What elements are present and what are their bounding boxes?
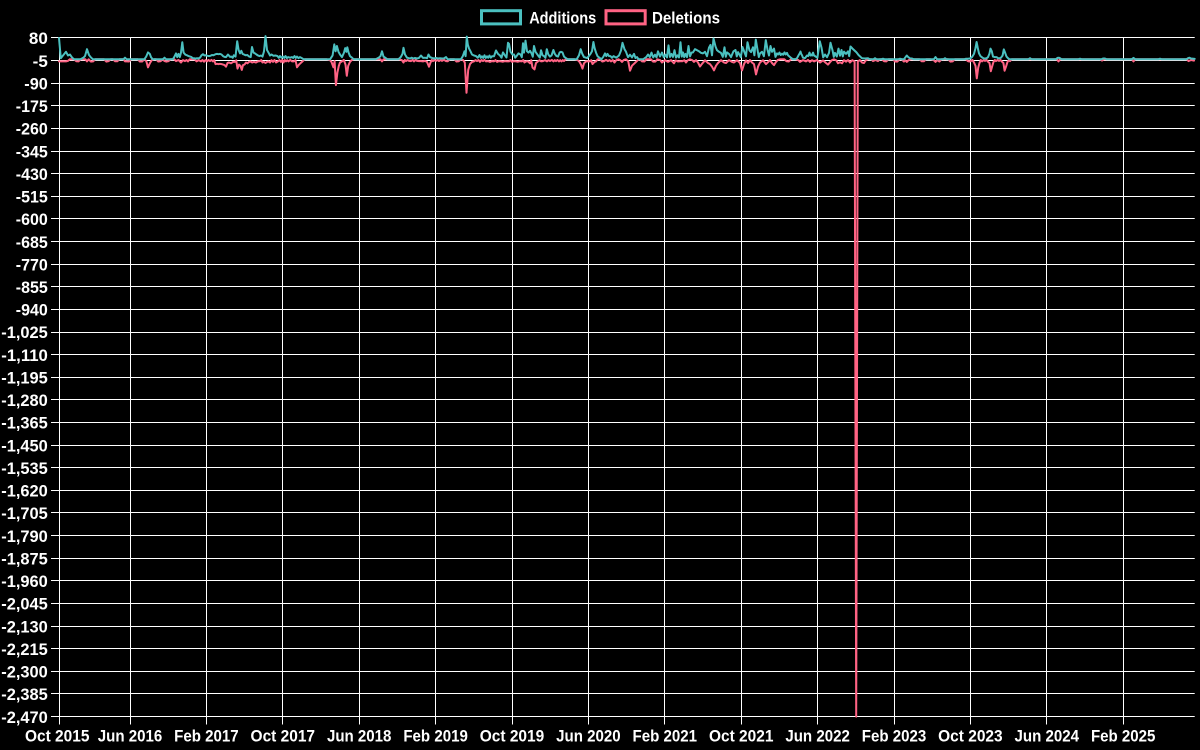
svg-text:-1,875: -1,875 — [1, 549, 48, 568]
svg-text:-1,960: -1,960 — [1, 572, 48, 591]
svg-text:-2,385: -2,385 — [1, 685, 48, 704]
svg-text:-1,365: -1,365 — [1, 414, 48, 433]
svg-text:Feb 2023: Feb 2023 — [862, 727, 927, 746]
svg-text:-1,025: -1,025 — [1, 323, 48, 342]
svg-text:-1,450: -1,450 — [1, 436, 48, 455]
svg-text:-1,620: -1,620 — [1, 482, 48, 501]
svg-text:-175: -175 — [16, 97, 48, 116]
svg-text:-1,705: -1,705 — [1, 504, 48, 523]
svg-text:Feb 2017: Feb 2017 — [174, 727, 239, 746]
svg-text:-2,215: -2,215 — [1, 640, 48, 659]
svg-text:-2,470: -2,470 — [1, 708, 48, 727]
svg-text:-770: -770 — [16, 255, 48, 274]
svg-text:80: 80 — [29, 29, 48, 48]
svg-text:-1,535: -1,535 — [1, 459, 48, 478]
svg-text:-2,300: -2,300 — [1, 663, 48, 682]
svg-text:-1,280: -1,280 — [1, 391, 48, 410]
svg-text:Oct 2019: Oct 2019 — [480, 727, 545, 746]
svg-text:Jun 2018: Jun 2018 — [327, 727, 392, 746]
svg-text:Feb 2021: Feb 2021 — [633, 727, 698, 746]
svg-text:-940: -940 — [16, 301, 48, 320]
svg-text:-345: -345 — [16, 142, 48, 161]
svg-text:Feb 2019: Feb 2019 — [403, 727, 468, 746]
svg-text:-1,195: -1,195 — [1, 369, 48, 388]
svg-text:-430: -430 — [16, 165, 48, 184]
svg-text:-5: -5 — [33, 52, 48, 71]
svg-text:-1,110: -1,110 — [1, 346, 48, 365]
svg-text:-685: -685 — [16, 233, 48, 252]
svg-text:-1,790: -1,790 — [1, 527, 48, 546]
svg-text:Jun 2022: Jun 2022 — [785, 727, 850, 746]
svg-text:Oct 2015: Oct 2015 — [25, 727, 90, 746]
svg-text:Jun 2024: Jun 2024 — [1015, 727, 1080, 746]
svg-text:-515: -515 — [16, 188, 48, 207]
svg-text:-260: -260 — [16, 120, 48, 139]
svg-text:-2,130: -2,130 — [1, 617, 48, 636]
svg-text:Jun 2020: Jun 2020 — [556, 727, 621, 746]
svg-text:Oct 2017: Oct 2017 — [251, 727, 316, 746]
svg-text:-90: -90 — [24, 74, 48, 93]
svg-text:Additions: Additions — [529, 8, 596, 27]
svg-text:Oct 2021: Oct 2021 — [709, 727, 774, 746]
svg-text:Deletions: Deletions — [652, 8, 720, 27]
svg-text:-2,045: -2,045 — [1, 595, 48, 614]
svg-text:-855: -855 — [16, 278, 48, 297]
svg-text:-600: -600 — [16, 210, 48, 229]
svg-text:Feb 2025: Feb 2025 — [1091, 727, 1156, 746]
svg-text:Jun 2016: Jun 2016 — [98, 727, 163, 746]
svg-text:Oct 2023: Oct 2023 — [938, 727, 1003, 746]
